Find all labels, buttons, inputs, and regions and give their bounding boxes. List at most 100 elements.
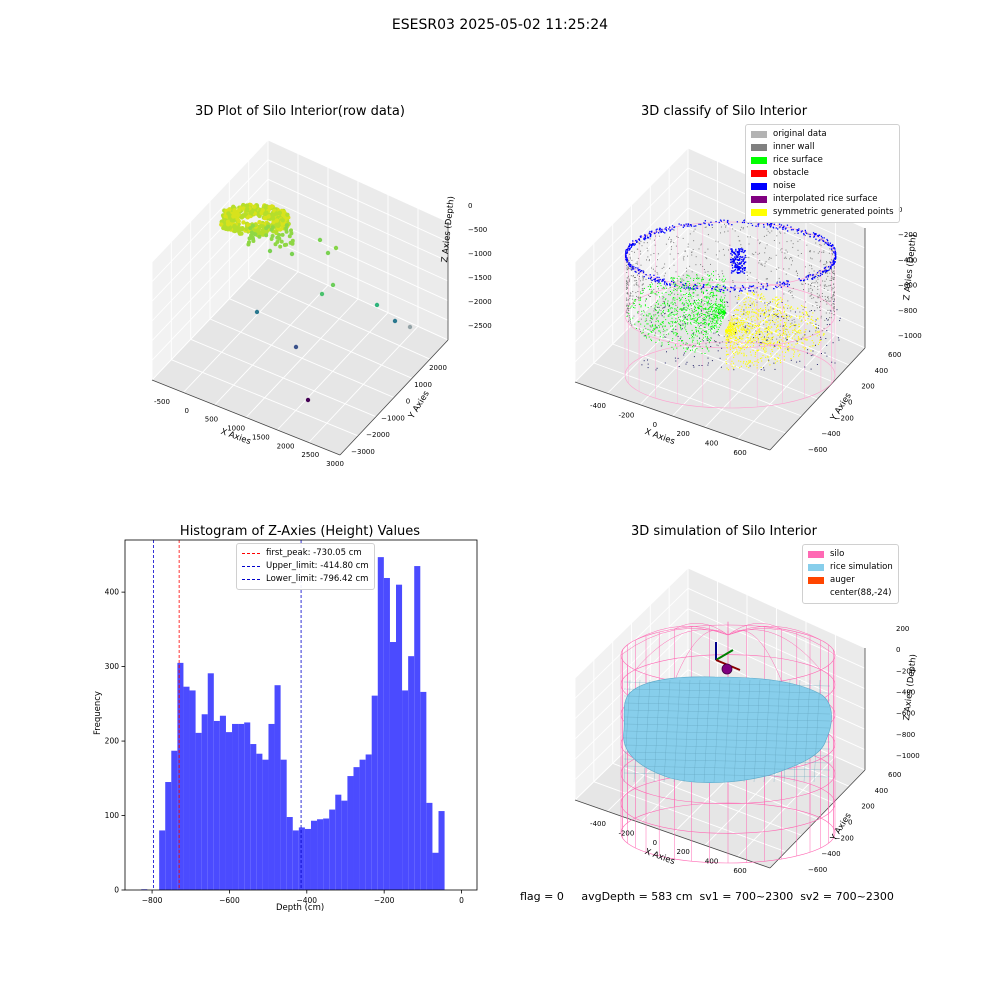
wall-point — [810, 284, 811, 286]
rice-surface-point — [702, 329, 704, 331]
symmetric-point — [760, 294, 762, 296]
symmetric-point — [770, 341, 772, 343]
noise-point — [740, 262, 742, 265]
wall-point — [830, 277, 832, 279]
symmetric-point — [775, 306, 777, 308]
wall-point — [630, 322, 632, 324]
wall-point — [734, 333, 736, 335]
wall-point — [636, 284, 638, 286]
data-point — [254, 309, 260, 315]
rice-surface-point — [715, 317, 717, 318]
symmetric-point — [736, 309, 738, 311]
rice-surface-point — [670, 314, 672, 316]
tick-label: 400 — [875, 367, 888, 375]
rice-surface-point — [721, 309, 723, 311]
noise-point — [768, 314, 770, 316]
symmetric-point — [783, 306, 785, 308]
auger-axis — [715, 649, 734, 661]
rice-surface-point — [700, 328, 702, 330]
wall-point — [630, 269, 632, 271]
noise-point — [804, 366, 806, 368]
symmetric-point — [729, 324, 731, 326]
noise-point — [738, 267, 740, 269]
rice-surface-point — [704, 318, 706, 320]
rice-surface-point — [717, 312, 719, 314]
rice-surface-point — [650, 331, 652, 332]
wall-point — [669, 236, 670, 238]
symmetric-point — [777, 357, 779, 359]
noise-point — [741, 267, 744, 270]
wall-point — [783, 257, 785, 259]
symmetric-point — [742, 346, 744, 348]
wall-point — [823, 264, 825, 266]
noise-point — [737, 259, 739, 261]
symmetric-point — [737, 323, 739, 325]
wall-point — [662, 300, 664, 302]
wall-point — [670, 240, 672, 242]
symmetric-point — [748, 311, 750, 313]
symmetric-point — [734, 321, 736, 323]
noise-point — [713, 332, 715, 334]
rice-mesh-line — [793, 679, 801, 783]
rice-surface-point — [693, 316, 695, 318]
wall-point — [792, 287, 794, 289]
rice-surface-point — [714, 309, 716, 311]
rice-surface-point — [690, 303, 692, 305]
wall-point — [776, 338, 778, 340]
rice-surface-point — [690, 277, 692, 279]
symmetric-point — [776, 329, 778, 331]
rice-surface-point — [717, 329, 719, 330]
data-point — [267, 248, 273, 254]
wall-point — [786, 241, 788, 243]
noise-point — [737, 256, 739, 258]
wall-point — [706, 322, 707, 324]
wall-point — [808, 290, 810, 292]
status-footer: flag = 0 avgDepth = 583 cm sv1 = 700~230… — [520, 890, 894, 903]
wall-point — [751, 303, 753, 305]
noise-point — [735, 265, 737, 268]
rice-surface-point — [719, 285, 721, 287]
wall-point — [628, 266, 629, 268]
wall-point — [767, 336, 769, 338]
rice-surface-point — [679, 326, 681, 328]
wall-point — [737, 343, 739, 345]
noise-point — [832, 264, 834, 266]
wall-point — [767, 309, 769, 311]
rice-surface-point — [669, 286, 671, 288]
rice-surface-point — [723, 314, 725, 316]
symmetric-point — [749, 300, 751, 302]
wall-point — [833, 294, 835, 295]
symmetric-point — [765, 309, 767, 311]
noise-point — [719, 342, 721, 344]
noise-point — [715, 286, 717, 288]
noise-point — [769, 223, 771, 226]
rice-surface-point — [686, 274, 688, 276]
rice-surface-point — [677, 320, 679, 322]
rice-surface-point — [669, 294, 671, 296]
data-point — [284, 242, 289, 247]
rice-surface-point — [702, 279, 704, 281]
rice-mesh-line — [623, 679, 631, 783]
symmetric-point — [819, 339, 821, 341]
histogram-bar — [268, 723, 275, 890]
symmetric-point — [756, 336, 758, 338]
wall-point — [704, 226, 706, 228]
rice-surface-point — [670, 302, 672, 304]
rice-surface-point — [703, 323, 705, 325]
noise-point — [736, 251, 739, 254]
symmetric-point — [805, 311, 807, 313]
noise-point — [811, 278, 814, 280]
wall-point — [817, 288, 819, 290]
rice-surface-point — [707, 296, 709, 298]
noise-point — [642, 270, 644, 272]
wall-point — [681, 280, 683, 282]
rice-mesh-line — [813, 679, 821, 783]
wall-point — [764, 265, 766, 267]
histogram-bar — [365, 754, 372, 890]
rice-surface-point — [645, 335, 647, 337]
symmetric-point — [743, 322, 745, 324]
rice-surface-point — [698, 332, 700, 334]
wall-point — [703, 296, 705, 298]
data-point — [247, 236, 252, 241]
